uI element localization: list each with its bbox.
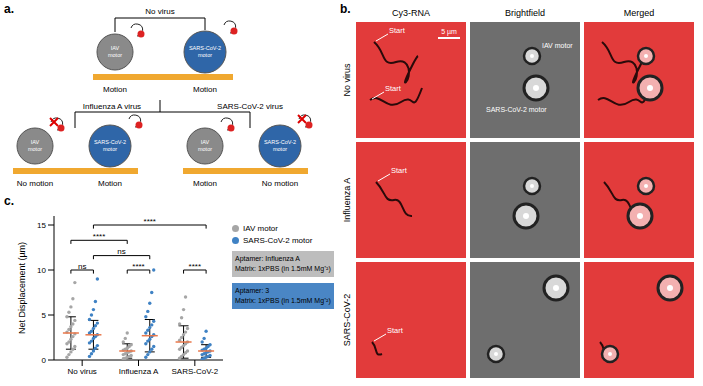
- svg-text:IAV: IAV: [201, 139, 210, 145]
- svg-text:Start: Start: [385, 84, 402, 93]
- svg-text:Motion: Motion: [193, 179, 217, 188]
- html-text:Aptamer: 3: Aptamer: 3: [235, 287, 270, 294]
- svg-text:Start: Start: [391, 166, 408, 175]
- svg-text:No virus: No virus: [67, 367, 96, 376]
- svg-text:5 µm: 5 µm: [441, 28, 457, 36]
- html-text:Matrix: 1xPBS (in 1.5mM Mg⁺²): Matrix: 1xPBS (in 1.5mM Mg⁺²): [235, 297, 331, 304]
- svg-text:SARS-CoV-2: SARS-CoV-2: [342, 294, 352, 347]
- svg-text:Merged: Merged: [624, 8, 655, 18]
- svg-text:Influenza A virus: Influenza A virus: [83, 102, 141, 111]
- svg-text:****: ****: [144, 217, 156, 226]
- svg-text:IAV motor: IAV motor: [542, 42, 573, 49]
- html-text:SARS-CoV-2 motor: SARS-CoV-2 motor: [243, 236, 313, 245]
- svg-text:10: 10: [37, 266, 46, 275]
- html-text:IAV motor: IAV motor: [243, 224, 278, 233]
- svg-text:15: 15: [37, 221, 46, 230]
- svg-text:b.: b.: [340, 2, 351, 16]
- svg-text:Influenza A: Influenza A: [342, 178, 352, 223]
- svg-text:Brightfield: Brightfield: [505, 8, 545, 18]
- svg-text:motor: motor: [273, 146, 287, 152]
- svg-text:ns: ns: [78, 262, 86, 271]
- svg-text:Cy3-RNA: Cy3-RNA: [392, 8, 430, 18]
- svg-text:SARS-CoV-2: SARS-CoV-2: [94, 139, 126, 145]
- svg-text:SARS-CoV-2: SARS-CoV-2: [171, 367, 218, 376]
- html-text:Matrix: 1xPBS (in 1.5mM Mg⁺²): Matrix: 1xPBS (in 1.5mM Mg⁺²): [235, 265, 331, 272]
- svg-text:****: ****: [189, 262, 201, 271]
- svg-text:IAV: IAV: [31, 139, 40, 145]
- svg-text:****: ****: [93, 232, 105, 241]
- svg-text:a.: a.: [4, 2, 14, 16]
- svg-text:Start: Start: [387, 326, 404, 335]
- html-text:c.: c.: [4, 194, 14, 208]
- html-text:Aptamer: Influenza A: Aptamer: Influenza A: [235, 255, 300, 262]
- svg-text:motor: motor: [103, 146, 117, 152]
- svg-text:****: ****: [132, 262, 144, 271]
- svg-text:5: 5: [42, 311, 47, 320]
- svg-text:Motion: Motion: [193, 85, 217, 94]
- svg-text:motor: motor: [28, 146, 42, 152]
- svg-text:Motion: Motion: [98, 179, 122, 188]
- svg-text:No virus: No virus: [145, 7, 174, 16]
- svg-text:SARS-CoV-2 motor: SARS-CoV-2 motor: [486, 106, 547, 113]
- svg-text:Net Displacement (µm): Net Displacement (µm): [17, 242, 27, 334]
- svg-text:IAV: IAV: [111, 45, 120, 51]
- svg-text:SARS-CoV-2: SARS-CoV-2: [189, 45, 221, 51]
- svg-text:ns: ns: [117, 247, 125, 256]
- svg-text:motor: motor: [198, 52, 212, 58]
- svg-text:SARS-CoV-2: SARS-CoV-2: [264, 139, 296, 145]
- svg-text:motor: motor: [198, 146, 212, 152]
- svg-text:Influenza A: Influenza A: [119, 367, 159, 376]
- svg-text:No motion: No motion: [17, 179, 53, 188]
- svg-text:Start: Start: [389, 26, 406, 35]
- svg-text:motor: motor: [108, 52, 122, 58]
- svg-text:No virus: No virus: [342, 63, 352, 97]
- svg-text:0: 0: [42, 356, 47, 365]
- svg-text:No motion: No motion: [262, 179, 298, 188]
- svg-text:Motion: Motion: [103, 85, 127, 94]
- svg-text:SARS-CoV-2 virus: SARS-CoV-2 virus: [217, 102, 283, 111]
